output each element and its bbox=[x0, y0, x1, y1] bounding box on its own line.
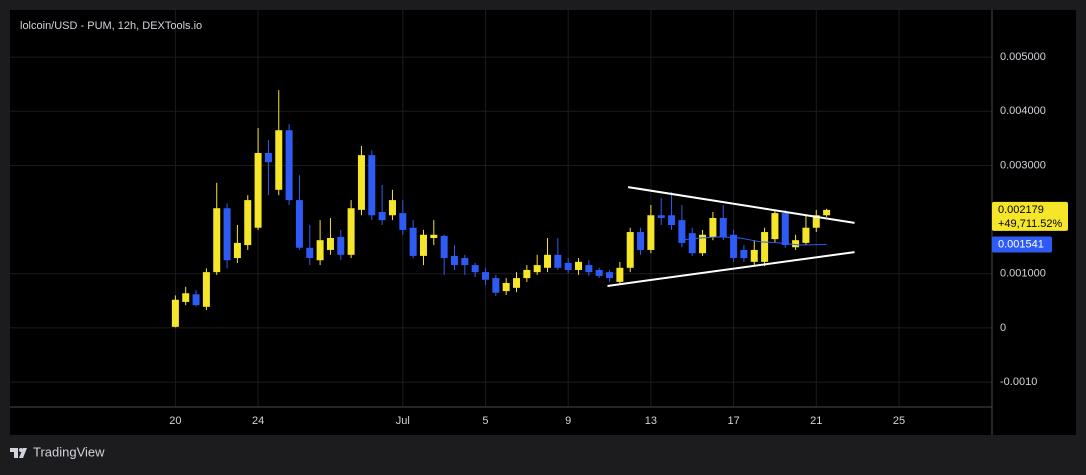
last-price-label: 0.002179 bbox=[998, 204, 1044, 216]
y-tick-label: 0.001000 bbox=[1000, 268, 1046, 280]
candle-body bbox=[192, 294, 200, 306]
x-tick-label: 21 bbox=[810, 415, 822, 427]
candle-body bbox=[430, 234, 438, 239]
candle-body bbox=[388, 200, 396, 216]
candle-body bbox=[368, 155, 376, 216]
candle-body bbox=[326, 238, 334, 250]
x-tick-label: 9 bbox=[565, 415, 571, 427]
y-tick-label: -0.0010 bbox=[1000, 376, 1037, 388]
candle-body bbox=[668, 215, 676, 226]
candle-body bbox=[450, 255, 458, 266]
indicator-label: 0.001541 bbox=[998, 238, 1044, 250]
change-label: +49,711.52% bbox=[998, 218, 1063, 230]
candle-body bbox=[585, 265, 593, 273]
trend-line bbox=[627, 186, 855, 224]
x-tick-label: 25 bbox=[893, 415, 905, 427]
candle-body bbox=[792, 240, 800, 248]
candle-body bbox=[709, 217, 717, 237]
y-tick-label: 0.004000 bbox=[1000, 105, 1046, 117]
candle-body bbox=[595, 269, 603, 276]
candle-body bbox=[719, 217, 727, 237]
candle-body bbox=[171, 299, 179, 327]
candle-body bbox=[492, 278, 500, 293]
candle-body bbox=[564, 262, 572, 270]
candle-body bbox=[264, 152, 272, 163]
logo-icon bbox=[10, 448, 27, 458]
candle-body bbox=[761, 232, 769, 262]
candle-body bbox=[637, 232, 645, 250]
axes: 0.005000 0.004000 0.003000 0.001000 0 -0.0010… bbox=[169, 51, 1068, 427]
candle-body bbox=[409, 227, 417, 256]
candle-body bbox=[657, 215, 665, 218]
candle-body bbox=[419, 234, 427, 256]
candle-body bbox=[182, 293, 190, 302]
y-tick-label: 0 bbox=[1000, 322, 1006, 334]
last-price-tag bbox=[992, 201, 1068, 231]
candle-body bbox=[544, 254, 552, 268]
plot bbox=[171, 90, 855, 328]
candle-body bbox=[202, 272, 210, 307]
y-tick-label: 0.003000 bbox=[1000, 159, 1046, 171]
candle-body bbox=[295, 200, 303, 248]
candle-body bbox=[606, 272, 614, 279]
candle-body bbox=[812, 215, 820, 228]
candle-body bbox=[233, 242, 241, 259]
candle-body bbox=[616, 267, 624, 282]
candle-body bbox=[523, 269, 531, 279]
candle-body bbox=[554, 254, 562, 268]
candle-body bbox=[513, 278, 521, 288]
x-tick-label: 5 bbox=[482, 415, 488, 427]
footer-brand: TradingView bbox=[33, 444, 105, 459]
candle-body bbox=[337, 236, 345, 255]
candle-body bbox=[357, 155, 365, 210]
candle-body bbox=[481, 272, 489, 280]
candle-body bbox=[802, 227, 810, 243]
candle-body bbox=[688, 233, 696, 254]
candle-body bbox=[647, 215, 655, 250]
candle-body bbox=[399, 213, 407, 230]
candle-body bbox=[254, 152, 262, 228]
candle-body bbox=[699, 234, 707, 254]
candle-body bbox=[316, 240, 324, 261]
candle-body bbox=[750, 249, 758, 262]
candle-body bbox=[781, 213, 789, 246]
grid bbox=[10, 10, 992, 407]
candle-body bbox=[740, 249, 748, 259]
chart-background bbox=[10, 10, 1076, 435]
candle-body bbox=[533, 265, 541, 273]
chart-title: lolcoin/USD - PUM, 12h, DEXTools.io bbox=[20, 20, 202, 32]
candle-body bbox=[378, 212, 386, 221]
candle-body bbox=[306, 247, 314, 259]
candle-body bbox=[771, 213, 779, 240]
indicator-line bbox=[679, 236, 827, 246]
candle-body bbox=[626, 232, 634, 268]
tradingview-logo bbox=[10, 448, 27, 458]
candle-body bbox=[440, 235, 448, 259]
candle-body bbox=[461, 258, 469, 266]
candle-body bbox=[823, 209, 831, 216]
candle-body bbox=[347, 208, 355, 255]
candle-body bbox=[285, 130, 293, 201]
x-tick-label: Jul bbox=[396, 415, 410, 427]
indicator-tag bbox=[992, 236, 1052, 253]
x-tick-label: 17 bbox=[727, 415, 739, 427]
candle-body bbox=[502, 282, 510, 292]
candle-body bbox=[678, 220, 686, 243]
candle-body bbox=[244, 200, 252, 246]
candle-body bbox=[275, 130, 283, 190]
candle-body bbox=[730, 234, 738, 259]
logo-dot bbox=[19, 448, 23, 452]
y-tick-label: 0.005000 bbox=[1000, 51, 1046, 63]
candle-body bbox=[213, 208, 221, 273]
candle-body bbox=[575, 261, 583, 270]
candle-body bbox=[471, 265, 479, 273]
x-tick-label: 24 bbox=[252, 415, 264, 427]
candle-body bbox=[223, 208, 231, 261]
x-tick-label: 13 bbox=[645, 415, 657, 427]
x-tick-label: 20 bbox=[169, 415, 181, 427]
trend-line bbox=[607, 251, 855, 287]
